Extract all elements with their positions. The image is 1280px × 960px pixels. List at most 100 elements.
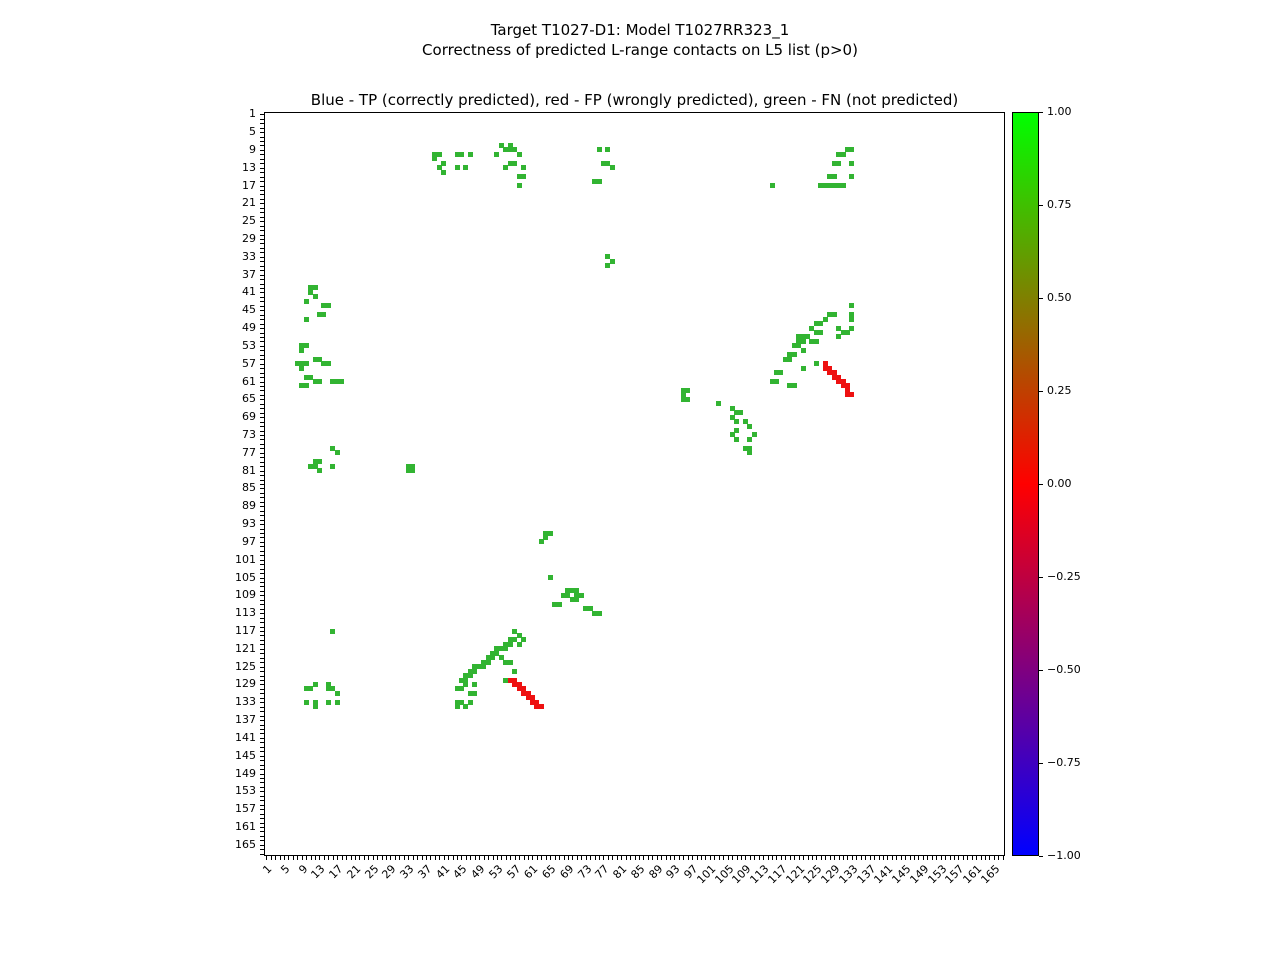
y-axis-tick (260, 853, 264, 855)
y-axis-tick (260, 590, 264, 592)
contact-marker-fn (747, 423, 753, 429)
colorbar-tick (1039, 298, 1043, 299)
y-axis-tick (260, 510, 264, 512)
contact-marker-fn (787, 383, 793, 389)
contact-marker-fp (844, 387, 850, 393)
y-axis-tick (260, 403, 264, 405)
y-axis-tick (260, 809, 264, 811)
contact-marker-fn (463, 704, 469, 710)
contact-marker-fn (494, 151, 500, 157)
x-axis-tick (266, 856, 268, 860)
y-axis-tick (260, 675, 264, 677)
x-axis-tick (931, 856, 933, 860)
y-axis-tick (260, 123, 264, 125)
contact-marker-fp (507, 677, 513, 683)
y-axis-tick (260, 243, 264, 245)
x-axis-tick (461, 856, 463, 860)
y-axis-tick (260, 778, 264, 780)
contact-marker-fn (592, 178, 598, 184)
contact-marker-fn (454, 704, 460, 710)
colorbar-tick-label: 0.25 (1047, 384, 1072, 397)
x-axis-tick (554, 856, 556, 860)
y-axis-tick (260, 145, 264, 147)
y-tick-label: 113 (235, 606, 256, 620)
contact-marker-fn (503, 646, 509, 652)
x-axis-tick (740, 856, 742, 860)
x-axis-tick (998, 856, 1000, 860)
y-axis-tick (260, 114, 264, 116)
x-axis-tick (953, 856, 955, 860)
x-axis-tick (421, 856, 423, 860)
x-axis-tick (488, 856, 490, 860)
x-axis-tick (270, 856, 272, 860)
contact-marker-fn (521, 165, 527, 171)
y-axis-tick (260, 181, 264, 183)
y-axis-tick (260, 390, 264, 392)
y-tick-label: 45 (242, 303, 256, 317)
y-axis-tick (260, 573, 264, 575)
y-axis-tick (260, 341, 264, 343)
colorbar (1012, 112, 1039, 856)
contact-marker-fn (747, 436, 753, 442)
y-axis-tick (260, 350, 264, 352)
contact-marker-fn (458, 686, 464, 692)
x-axis-tick (567, 856, 569, 860)
contact-marker-fn (769, 379, 775, 385)
y-axis-tick (260, 381, 264, 383)
colorbar-tick (1039, 763, 1043, 764)
contact-marker-fn (316, 468, 322, 474)
x-axis-tick (306, 856, 308, 860)
contact-marker-fn (738, 410, 744, 416)
colorbar-tick (1039, 670, 1043, 671)
x-axis-tick (283, 856, 285, 860)
x-axis-tick (922, 856, 924, 860)
contact-marker-fn (569, 597, 575, 603)
x-axis-tick (372, 856, 374, 860)
x-axis-tick (1002, 856, 1004, 860)
contact-marker-fn (467, 668, 473, 674)
x-axis-tick (820, 856, 822, 860)
contact-marker-fn (299, 343, 305, 349)
y-axis-tick (260, 546, 264, 548)
contact-marker-fn (521, 174, 527, 180)
y-axis-tick (260, 577, 264, 579)
contact-marker-fn (822, 183, 828, 188)
x-axis-tick (794, 856, 796, 860)
x-axis-tick (976, 856, 978, 860)
contact-marker-fn (822, 316, 828, 322)
y-axis-tick (260, 256, 264, 258)
contact-marker-fn (836, 325, 842, 331)
contact-marker-fn (432, 151, 438, 157)
contact-marker-fn (498, 655, 504, 661)
x-axis-tick (807, 856, 809, 860)
contact-marker-fn (472, 681, 478, 687)
y-axis-tick (260, 203, 264, 205)
y-axis-tick (260, 484, 264, 485)
x-axis-tick (297, 856, 299, 860)
y-tick-label: 105 (235, 570, 256, 584)
y-axis-tick (260, 212, 264, 214)
y-axis-tick (260, 132, 264, 134)
x-axis-tick (656, 856, 658, 860)
y-tick-label: 149 (235, 766, 256, 780)
x-axis-tick (958, 856, 960, 860)
y-tick-label: 141 (235, 730, 256, 744)
x-axis-tick (559, 856, 561, 860)
y-tick-label: 133 (235, 695, 256, 709)
x-axis-tick (350, 856, 352, 860)
contact-marker-fn (512, 147, 518, 153)
contact-marker-fn (503, 165, 509, 171)
contact-marker-fn (818, 183, 824, 188)
contact-marker-fn (490, 655, 495, 661)
y-axis-tick (260, 541, 264, 543)
x-axis-tick (386, 856, 388, 860)
y-tick-label: 25 (242, 214, 256, 228)
contact-marker-fn (787, 352, 793, 358)
y-tick-label: 17 (242, 178, 256, 192)
contact-marker-fp (516, 681, 522, 687)
y-axis-tick (260, 261, 264, 263)
contact-marker-fn (334, 690, 340, 696)
contact-marker-fn (827, 183, 833, 188)
x-axis-tick (692, 856, 694, 860)
colorbar-tick-label: 1.00 (1047, 105, 1072, 118)
